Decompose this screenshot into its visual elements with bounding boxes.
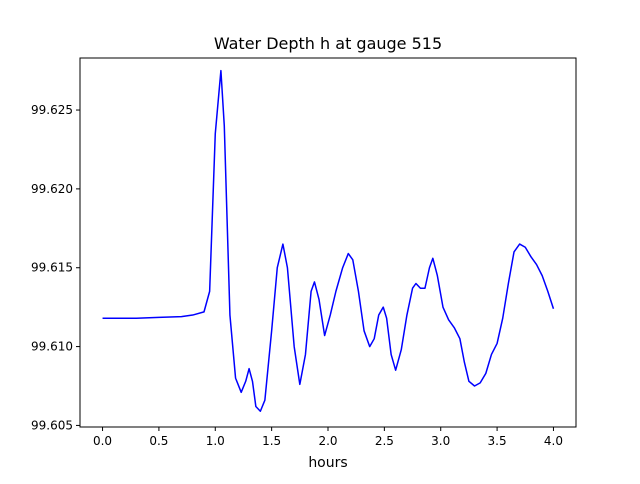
y-tick-label: 99.625 <box>31 103 73 117</box>
y-tick-label: 99.610 <box>31 340 73 354</box>
x-tick-label: 3.5 <box>488 434 507 448</box>
x-tick-label: 3.0 <box>431 434 450 448</box>
y-tick-label: 99.620 <box>31 182 73 196</box>
x-axis-ticks: 0.0 0.5 1.0 1.5 2.0 2.5 3.0 3.5 4.0 <box>93 427 563 448</box>
x-tick-label: 2.5 <box>375 434 394 448</box>
x-tick-label: 1.5 <box>262 434 281 448</box>
chart-title: Water Depth h at gauge 515 <box>214 34 442 53</box>
y-tick-label: 99.615 <box>31 261 73 275</box>
plot-area <box>102 69 555 412</box>
y-tick-label: 99.605 <box>31 418 73 432</box>
x-tick-label: 4.0 <box>544 434 563 448</box>
series-line-0 <box>102 69 555 412</box>
x-tick-label: 2.0 <box>318 434 337 448</box>
x-tick-label: 1.0 <box>206 434 225 448</box>
x-tick-label: 0.0 <box>93 434 112 448</box>
y-axis-ticks: 99.605 99.610 99.615 99.620 99.625 <box>31 103 80 432</box>
x-tick-label: 0.5 <box>149 434 168 448</box>
x-axis-label: hours <box>308 455 347 471</box>
axes-frame <box>79 57 577 428</box>
